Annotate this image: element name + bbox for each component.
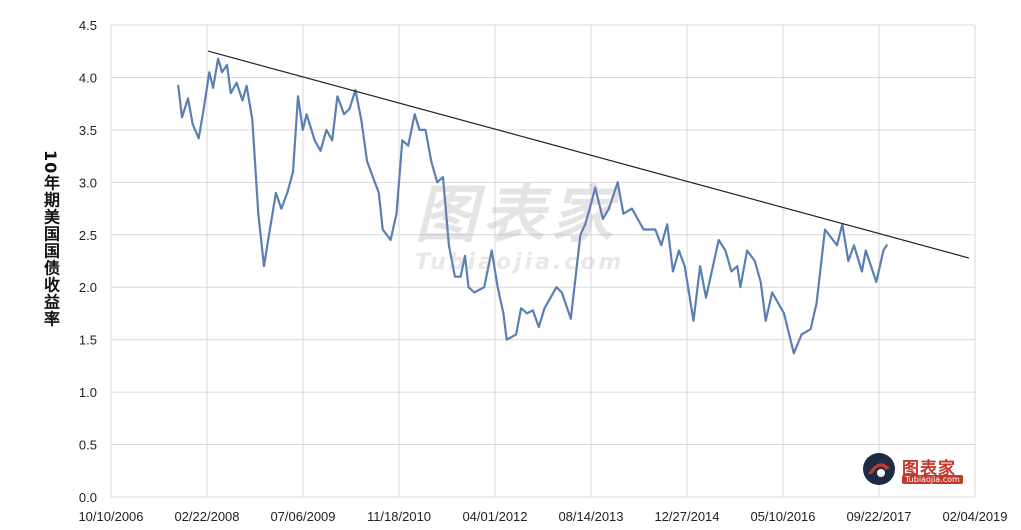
series-layer (177, 50, 970, 355)
brand-logo-icon (863, 453, 895, 485)
brand-logo-cn: 图表家 (902, 459, 956, 479)
y-axis-ticks: 0.0 0.5 1.0 1.5 2.0 2.5 3.0 3.5 4.0 4.5 (79, 18, 97, 505)
y-tick-label: 4.5 (79, 18, 97, 33)
x-tick-label: 11/18/2010 (367, 509, 431, 524)
x-tick-label: 02/04/2019 (942, 509, 1007, 524)
y-tick-label: 3.5 (79, 123, 97, 138)
y-tick-label: 3.0 (79, 175, 97, 190)
y-tick-label: 1.0 (79, 385, 97, 400)
trend-line (207, 50, 970, 259)
x-tick-label: 12/27/2014 (654, 509, 719, 524)
y-tick-label: 2.5 (79, 228, 97, 243)
brand-logo-en: Tubiaojia.com (902, 475, 963, 484)
y-axis-label: 10年期美国国债收益率 (41, 150, 60, 328)
x-tick-label: 05/10/2016 (750, 509, 815, 524)
x-tick-label: 07/06/2009 (270, 509, 335, 524)
x-tick-label: 08/14/2013 (558, 509, 623, 524)
grid-lines (110, 24, 976, 498)
x-tick-label: 10/10/2006 (78, 509, 143, 524)
y-tick-label: 2.0 (79, 280, 97, 295)
y-tick-label: 0.5 (79, 438, 97, 453)
y-tick-label: 1.5 (79, 333, 97, 348)
x-tick-label: 04/01/2012 (462, 509, 527, 524)
brand-logo: 图表家 Tubiaojia.com (862, 450, 972, 490)
y-tick-label: 0.0 (79, 490, 97, 505)
x-axis-ticks: 10/10/2006 02/22/2008 07/06/2009 11/18/2010… (78, 509, 1007, 524)
x-tick-label: 09/22/2017 (846, 509, 911, 524)
yield-series-line (177, 57, 888, 355)
y-tick-label: 4.0 (79, 70, 97, 85)
x-tick-label: 02/22/2008 (174, 509, 239, 524)
